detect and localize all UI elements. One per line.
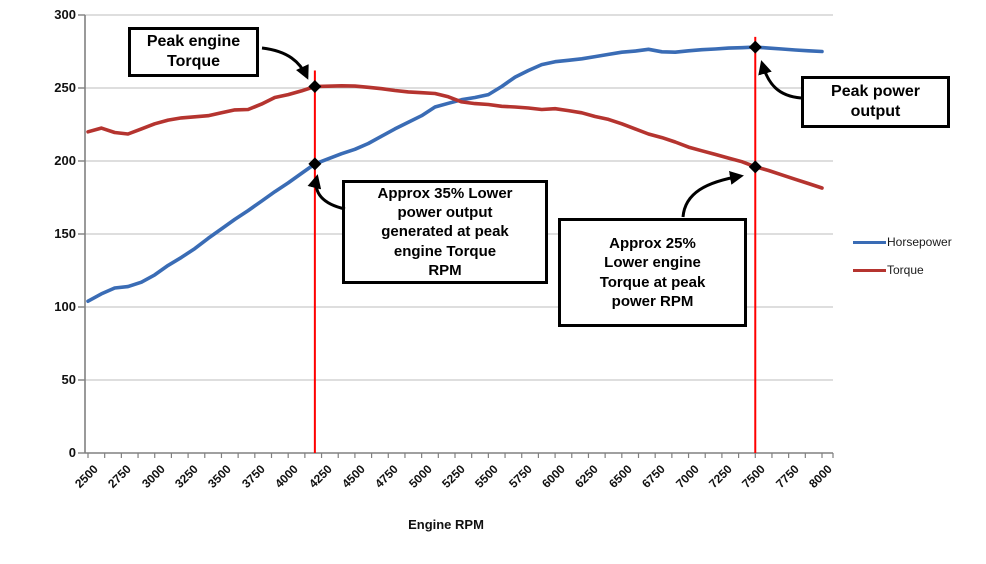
series-line-horsepower [86, 45, 824, 304]
legend: Horsepower Torque [853, 228, 952, 284]
annotation-low-torque-at-peak-power: Approx 25% Lower engine Torque at peak p… [558, 218, 747, 327]
y-tick-label: 150 [54, 226, 76, 241]
y-tick-label: 250 [54, 80, 76, 95]
annotation-peak-torque: Peak engine Torque [128, 27, 259, 77]
legend-line-horsepower-icon [853, 240, 886, 244]
y-tick-label: 200 [54, 153, 76, 168]
annotation-low-power-at-peak-torque: Approx 35% Lower power output generated … [342, 180, 548, 284]
legend-label-torque: Torque [887, 263, 924, 277]
power-at-peak-torque-rpm-marker [308, 157, 322, 171]
annotation-peak-power: Peak power output [801, 76, 950, 128]
legend-label-horsepower: Horsepower [887, 235, 952, 249]
legend-item-torque: Torque [853, 256, 952, 284]
y-tick-label: 50 [61, 372, 76, 387]
peak-power-point-marker [748, 40, 762, 54]
y-tick-label: 0 [68, 445, 76, 460]
torque-at-peak-power-rpm-marker [748, 160, 762, 174]
x-axis-title: Engine RPM [408, 517, 484, 532]
legend-item-horsepower: Horsepower [853, 228, 952, 256]
y-tick-label: 300 [54, 7, 76, 22]
y-tick-label: 100 [54, 299, 76, 314]
legend-line-torque-icon [853, 268, 886, 272]
series-line-torque [86, 84, 824, 190]
peak-engine-torque-point-marker [308, 80, 322, 94]
